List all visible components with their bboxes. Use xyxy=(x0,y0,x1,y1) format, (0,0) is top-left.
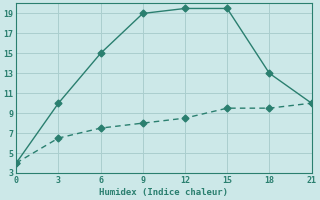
X-axis label: Humidex (Indice chaleur): Humidex (Indice chaleur) xyxy=(100,188,228,197)
